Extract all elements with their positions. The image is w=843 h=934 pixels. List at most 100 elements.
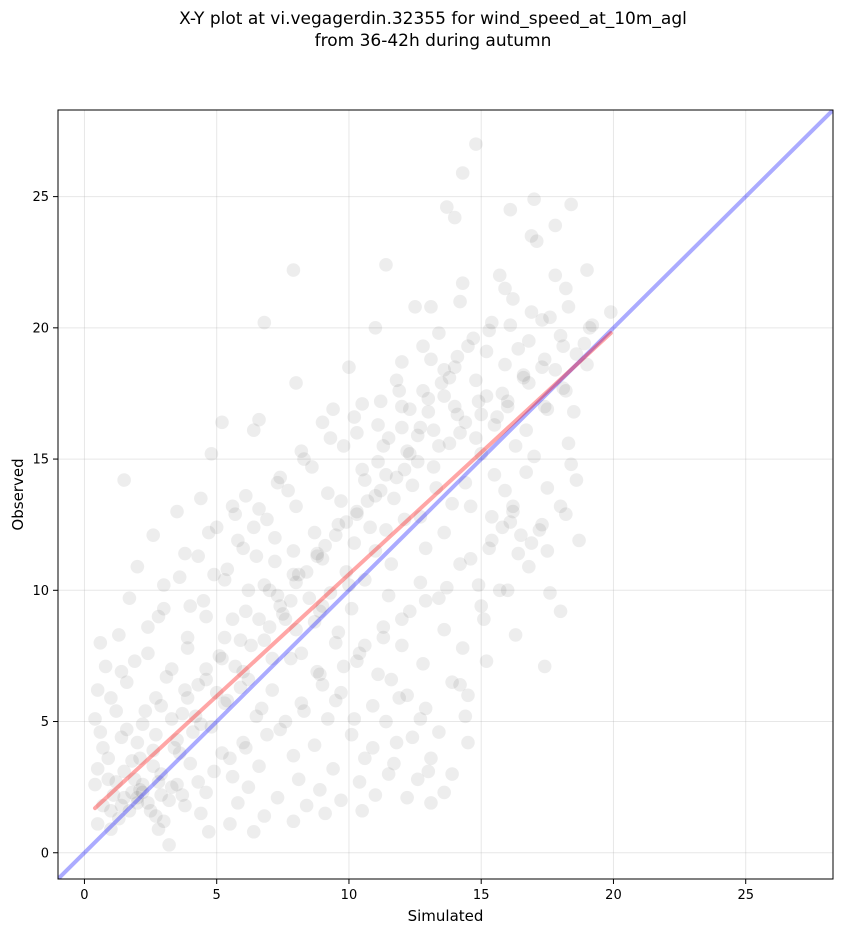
data-point [170, 504, 184, 519]
data-point [561, 300, 576, 314]
data-point [347, 536, 362, 550]
data-point [445, 675, 459, 689]
data-point [437, 785, 451, 800]
data-point [164, 712, 179, 726]
data-point [220, 562, 235, 577]
data-point [548, 363, 563, 377]
data-point [281, 483, 295, 498]
data-point [172, 570, 187, 584]
data-point [297, 704, 311, 718]
data-point [127, 772, 142, 787]
data-point [109, 704, 123, 718]
data-point [133, 751, 147, 766]
data-point [426, 460, 441, 474]
y-tick-label: 20 [32, 321, 49, 336]
data-point [418, 701, 433, 716]
data-point [527, 449, 541, 464]
data-point [186, 725, 200, 739]
data-point [540, 402, 555, 417]
data-point [503, 515, 518, 529]
data-point [297, 452, 311, 466]
data-point [410, 454, 425, 469]
data-point [262, 583, 277, 598]
data-point [175, 788, 190, 802]
data-point [273, 470, 287, 485]
data-point [257, 633, 272, 647]
data-point [283, 593, 298, 608]
data-point [484, 315, 499, 330]
data-point [183, 756, 198, 771]
data-point [537, 352, 552, 367]
data-point [268, 531, 282, 545]
data-point [313, 604, 327, 619]
data-point [318, 806, 332, 821]
data-point [334, 494, 348, 508]
data-point [286, 814, 301, 829]
data-point [577, 336, 592, 351]
data-point [231, 533, 245, 548]
data-point [194, 717, 208, 731]
data-point [180, 641, 195, 655]
data-point [236, 664, 250, 679]
data-point [418, 593, 433, 608]
data-point [397, 512, 412, 527]
data-point [180, 630, 195, 645]
data-point [368, 489, 383, 503]
data-point [458, 709, 473, 724]
data-point [323, 431, 338, 445]
data-point [196, 593, 211, 608]
data-point [487, 468, 502, 482]
data-point [217, 630, 232, 645]
data-point [358, 572, 372, 587]
data-point [447, 399, 462, 414]
data-point [580, 263, 594, 277]
data-point [384, 557, 399, 571]
data-point [231, 796, 245, 810]
data-point [199, 785, 213, 800]
data-point [310, 549, 325, 563]
data-point [238, 604, 253, 619]
data-point [437, 622, 451, 637]
data-point [320, 712, 335, 726]
data-point [495, 386, 510, 401]
data-point [334, 793, 348, 808]
data-point [117, 764, 131, 779]
data-point [233, 633, 248, 647]
data-point [445, 496, 459, 511]
data-point [122, 591, 137, 605]
data-point [125, 785, 139, 800]
data-point [381, 431, 396, 445]
data-point [503, 318, 518, 333]
data-point [283, 651, 298, 666]
data-point [355, 397, 369, 411]
data-point [191, 775, 205, 789]
data-point [191, 549, 205, 563]
data-point [376, 630, 391, 645]
data-point [101, 751, 116, 766]
data-point [252, 759, 266, 773]
data-point [122, 803, 137, 818]
data-point [220, 693, 235, 708]
data-point [254, 701, 269, 716]
data-point [524, 536, 539, 550]
data-point [516, 370, 531, 385]
data-point [299, 565, 314, 579]
data-point [117, 790, 131, 805]
data-point [141, 620, 155, 634]
data-point [350, 504, 364, 519]
data-point [450, 349, 465, 364]
data-point [154, 767, 168, 781]
chart-title: X-Y plot at vi.vegagerdin.32355 for wind… [0, 8, 843, 52]
data-point [201, 525, 216, 540]
data-point [178, 683, 192, 697]
data-point [487, 418, 502, 432]
data-point [498, 357, 512, 372]
data-point [328, 528, 343, 542]
data-point [241, 583, 256, 598]
data-point [564, 457, 578, 472]
data-point [315, 552, 330, 566]
data-point [151, 775, 166, 789]
data-point [482, 541, 496, 556]
data-point [363, 520, 377, 535]
